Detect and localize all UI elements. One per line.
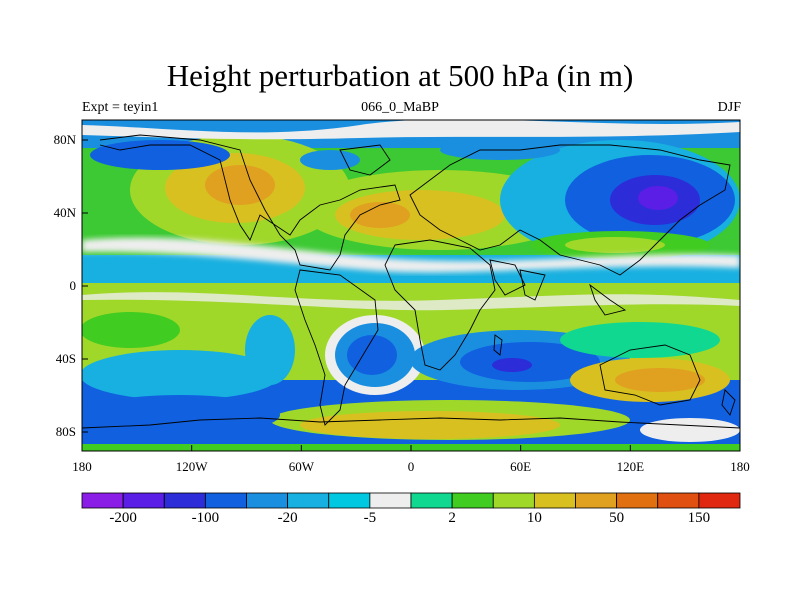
colorbar-label: -5 <box>363 510 377 526</box>
experiment-label: Expt = teyin1 <box>82 100 159 115</box>
lon-tick-marks <box>81 445 741 451</box>
greenland-outline <box>339 144 391 176</box>
lon-label: 120W <box>175 459 208 474</box>
contour-field <box>82 120 740 451</box>
australia-outline <box>599 344 701 406</box>
antarctica-outline <box>82 417 740 429</box>
colorbar-swatch <box>410 492 453 509</box>
lat-label: 0 <box>69 278 77 293</box>
colorbar-swatch <box>163 492 206 509</box>
arabia-outline <box>489 259 526 296</box>
colorbar-swatch <box>328 492 371 509</box>
india-outline <box>519 269 546 301</box>
colorbar-swatch <box>533 492 576 509</box>
colorbar-label: 10 <box>526 510 542 526</box>
colorbar-label: 2 <box>448 510 456 526</box>
colorbar-swatch <box>246 492 289 509</box>
lon-label: 180 <box>72 459 92 474</box>
map-title: Height perturbation at 500 hPa (in m) <box>166 58 634 93</box>
lon-label: 60E <box>510 459 532 474</box>
season-label: DJF <box>717 100 741 115</box>
colorbar-label: -100 <box>191 510 220 526</box>
colorbar-swatch <box>451 492 494 509</box>
lon-label: 120E <box>616 459 645 474</box>
colorbar-label: 150 <box>687 510 711 526</box>
colorbar-swatch <box>122 492 165 509</box>
madagascar-outline <box>493 334 503 356</box>
new-zealand-outline <box>721 389 736 416</box>
colorbar-swatch <box>657 492 700 509</box>
south-america-outline <box>294 269 379 426</box>
lon-label: 180 <box>730 459 750 474</box>
lat-label: 80S <box>55 424 76 439</box>
colorbar-swatch <box>369 492 412 509</box>
colorbar-swatch <box>616 492 659 509</box>
colorbar-swatch <box>204 492 247 509</box>
lon-label: 0 <box>407 459 415 474</box>
colorbar-label: -200 <box>109 510 137 526</box>
colorbar-swatch <box>575 492 618 509</box>
eurasia-outline <box>409 144 731 276</box>
lon-label: 60W <box>288 459 314 474</box>
colorbar-label: -20 <box>277 510 298 526</box>
lat-label: 40S <box>55 351 76 366</box>
lat-label: 40N <box>53 205 76 220</box>
colorbar-swatch <box>287 492 330 509</box>
period-label: 066_0_MaBP <box>361 100 439 115</box>
southeast-asia-outline <box>589 283 627 316</box>
africa-outline <box>384 239 496 371</box>
colorbar-label: 50 <box>609 510 625 526</box>
lat-tick-marks <box>82 139 88 433</box>
colorbar-swatch <box>492 492 535 509</box>
colorbar <box>81 492 741 509</box>
colorbar-swatch <box>698 492 741 509</box>
lat-label: 80N <box>53 132 76 147</box>
colorbar-swatch <box>81 492 124 509</box>
north-america-outline <box>99 134 401 271</box>
continent-outlines <box>82 134 740 429</box>
